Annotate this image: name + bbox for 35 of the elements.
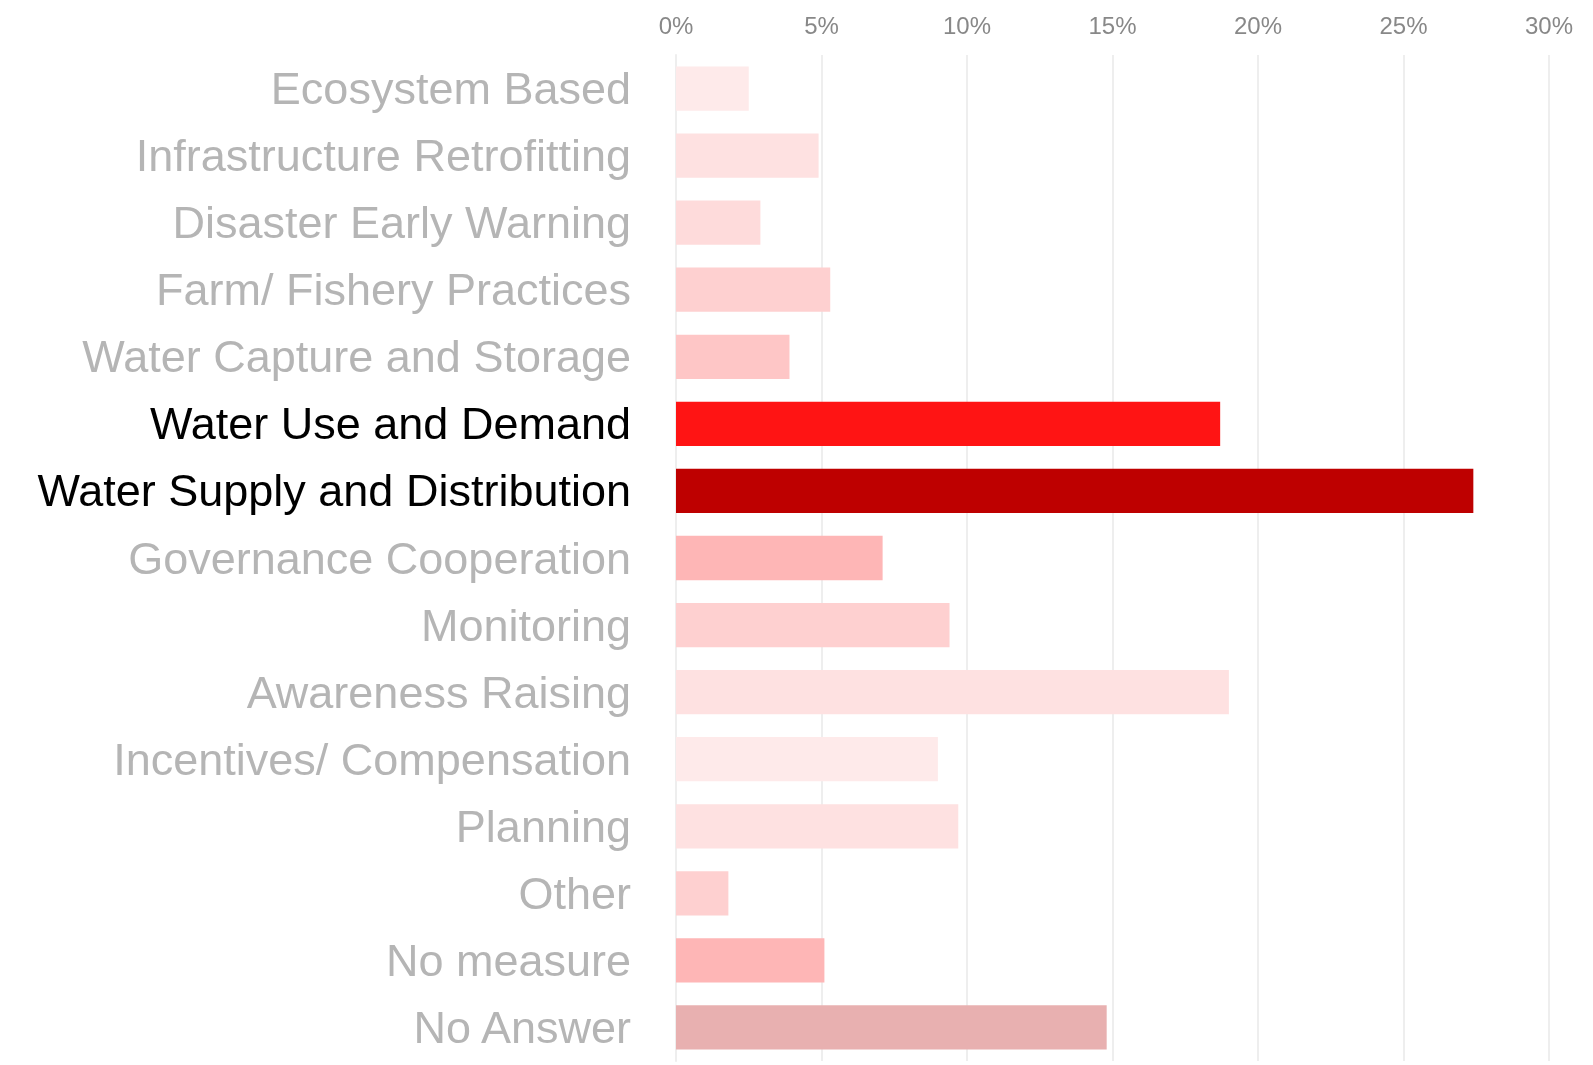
y-tick-label: Planning xyxy=(455,800,631,852)
bar xyxy=(676,602,950,648)
x-tick-label: 30% xyxy=(1524,11,1574,39)
bar xyxy=(676,804,959,849)
x-tick-label: 0% xyxy=(658,11,694,39)
bar xyxy=(676,670,1229,715)
y-tick-label: Other xyxy=(518,867,632,919)
bar xyxy=(676,133,819,178)
x-tick-label: 10% xyxy=(942,11,992,39)
bar xyxy=(676,938,825,983)
y-tick-label: Awareness Raising xyxy=(246,666,631,718)
y-tick-label: Disaster Early Warning xyxy=(172,197,631,249)
y-tick-label: No Answer xyxy=(413,1001,631,1053)
bar xyxy=(676,871,729,916)
y-tick-label: No measure xyxy=(385,934,631,986)
bar xyxy=(676,200,761,245)
x-tick-label: 5% xyxy=(804,11,839,39)
bar xyxy=(676,267,831,312)
y-tick-label: Monitoring xyxy=(420,599,631,651)
x-tick-label: 20% xyxy=(1233,11,1283,39)
bar xyxy=(676,535,883,581)
y-tick-label: Infrastructure Retrofitting xyxy=(135,130,631,182)
bar xyxy=(676,468,1474,514)
x-tick-label: 15% xyxy=(1088,11,1137,39)
y-tick-label: Incentives/ Compensation xyxy=(113,733,631,785)
bar xyxy=(676,1005,1107,1050)
bar xyxy=(676,334,790,379)
y-tick-label: Governance Cooperation xyxy=(128,532,631,584)
y-tick-label: Ecosystem Based xyxy=(270,63,631,115)
bar xyxy=(676,401,1221,446)
y-tick-label: Farm/ Fishery Practices xyxy=(155,264,631,316)
y-tick-label: Water Supply and Distribution xyxy=(37,465,631,517)
y-tick-label: Water Use and Demand xyxy=(149,398,631,450)
y-tick-label: Water Capture and Storage xyxy=(82,331,631,383)
x-tick-label: 25% xyxy=(1379,11,1428,39)
